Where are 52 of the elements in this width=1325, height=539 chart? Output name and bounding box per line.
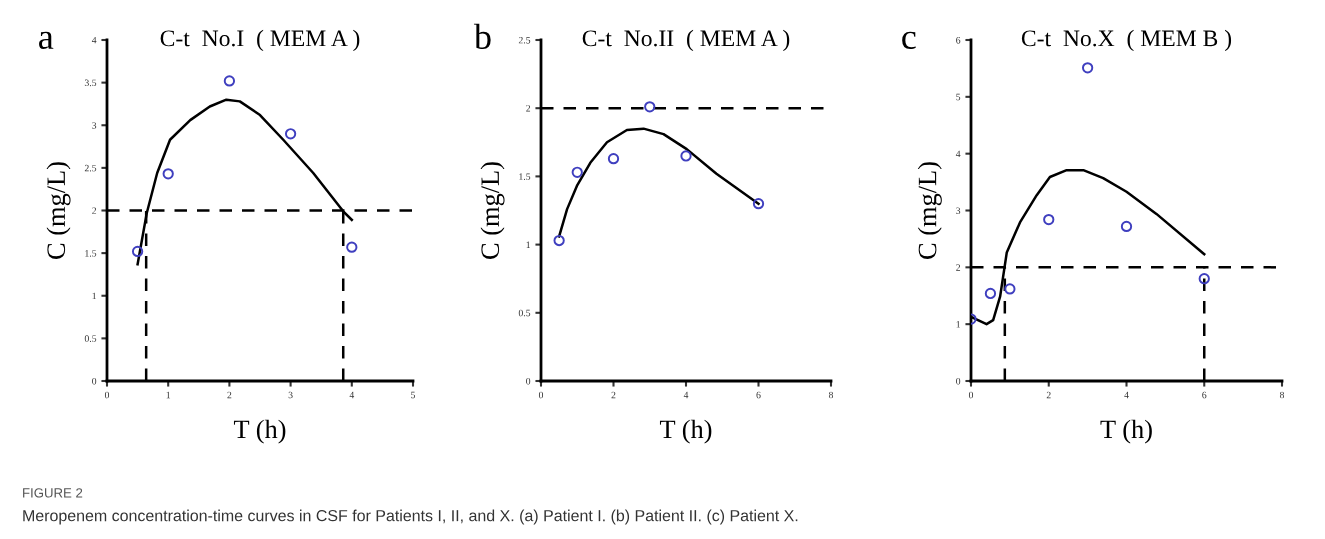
x-axis-title: T (h): [659, 419, 712, 444]
text: Meropenem concentration-time curves in CSF for Patients I, II, and X. (a) Patient I. (b) Patient II. (c) Patient X.: [23, 509, 798, 525]
y-tick-label: 2: [956, 264, 961, 271]
y-tick-label: 4: [91, 36, 97, 44]
y-tick-label: 1.5: [85, 250, 97, 257]
x-axis-title: T (h): [1100, 419, 1152, 444]
y-tick-label: 1: [92, 292, 96, 300]
y-tick-label: 1: [956, 321, 960, 328]
x-tick-label: 0: [104, 391, 110, 399]
x-tick-label: 5: [411, 391, 416, 399]
y-tick-label: 4: [955, 150, 961, 158]
chart-title: C-t No.II ( MEM A ): [582, 29, 790, 52]
y-tick-label: 2.5: [518, 36, 531, 44]
y-tick-label: 1.5: [519, 173, 531, 180]
text: c: [902, 31, 916, 50]
y-tick-label: 0: [956, 377, 961, 385]
y-tick-label: 5: [956, 93, 961, 101]
y-axis-title: C (mg/L): [917, 162, 942, 259]
y-axis-title: C (mg/L): [480, 162, 505, 259]
y-tick-label: 2: [526, 105, 531, 112]
x-tick-label: 8: [828, 391, 834, 399]
x-axis-title: T (h): [233, 419, 286, 444]
y-axis-title: C (mg/L): [46, 162, 71, 259]
y-tick-label: 0: [92, 377, 97, 385]
y-tick-label: 0.5: [518, 309, 531, 317]
x-tick-label: 1: [166, 391, 171, 399]
y-tick-label: 0.5: [84, 335, 97, 342]
y-tick-label: 3: [956, 207, 961, 214]
text: b: [473, 23, 491, 50]
x-tick-label: 2: [1046, 391, 1051, 399]
y-tick-label: 0: [526, 377, 531, 385]
y-tick-label: 2.5: [84, 164, 97, 172]
x-tick-label: 3: [288, 391, 293, 399]
x-tick-label: 6: [756, 391, 761, 399]
x-tick-label: 4: [1124, 391, 1129, 399]
x-tick-label: 2: [227, 391, 232, 399]
y-tick-label: 2: [92, 207, 97, 214]
caption: FIGURE 2: [23, 488, 83, 498]
y-tick-label: 6: [956, 36, 961, 44]
y-tick-label: 1: [526, 241, 530, 248]
x-tick-label: 0: [538, 391, 544, 399]
x-tick-label: 0: [968, 391, 974, 399]
chart-title: C-t No.I ( MEM A ): [160, 29, 360, 52]
x-tick-label: 4: [349, 391, 355, 399]
x-tick-label: 2: [611, 391, 616, 399]
text: a: [39, 31, 54, 50]
y-tick-label: 3: [92, 122, 97, 129]
x-tick-label: 8: [1279, 391, 1285, 399]
x-tick-label: 6: [1202, 391, 1207, 399]
y-tick-label: 3.5: [84, 79, 97, 87]
x-tick-label: 4: [683, 391, 689, 399]
chart-title: C-t No.X ( MEM B ): [1021, 29, 1232, 52]
